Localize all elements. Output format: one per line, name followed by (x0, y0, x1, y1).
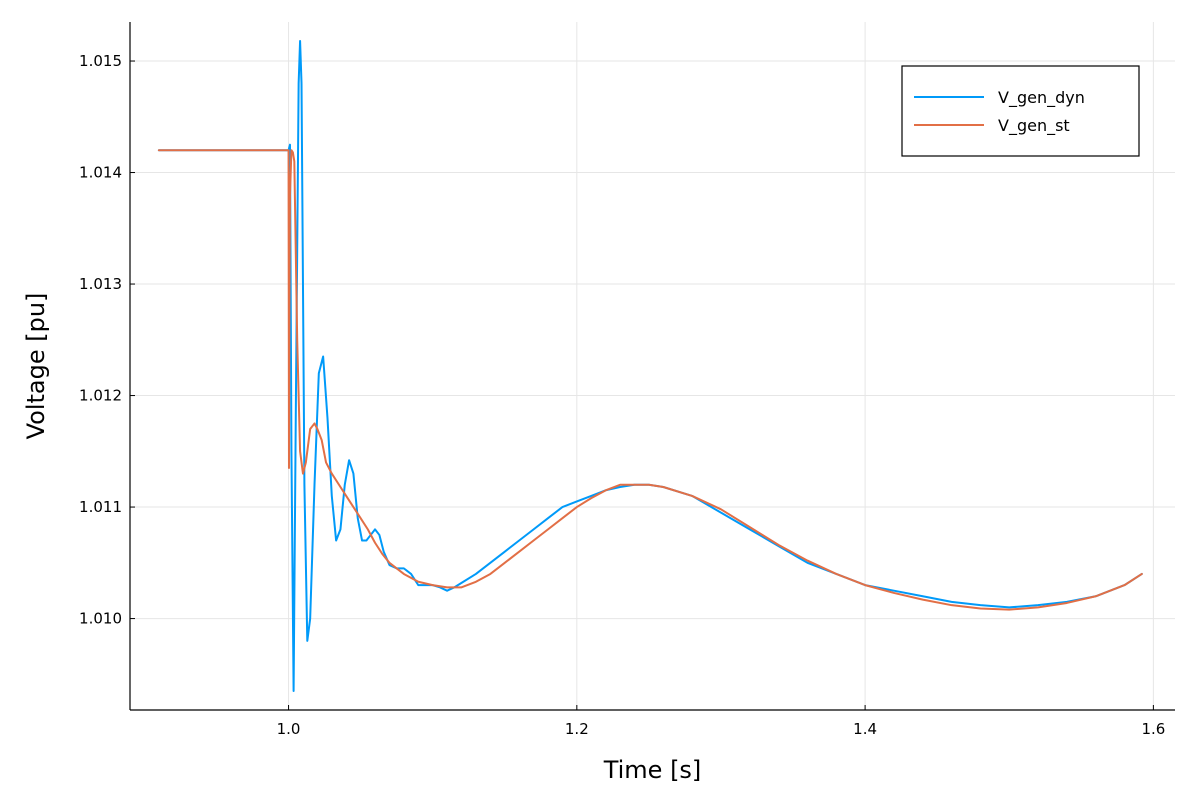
x-tick-label: 1.2 (565, 720, 589, 738)
x-tick-label: 1.0 (277, 720, 301, 738)
legend-label-v-gen-st: V_gen_st (998, 116, 1070, 136)
x-tick-label: 1.6 (1141, 720, 1165, 738)
plot-series (157, 39, 1143, 693)
legend-box (901, 65, 1140, 157)
tick-labels: 1.0 1.2 1.4 1.6 1.010 1.011 1.012 1.013 1.014 1.0… (79, 52, 1165, 738)
y-tick-label: 1.013 (79, 275, 122, 293)
y-tick-label: 1.015 (79, 52, 122, 70)
x-axis-label: Time [s] (603, 756, 702, 784)
y-tick-label: 1.012 (79, 387, 122, 405)
legend-label-v-gen-dyn: V_gen_dyn (998, 88, 1085, 108)
y-tick-label: 1.010 (79, 610, 122, 628)
x-tick-label: 1.4 (853, 720, 877, 738)
y-axis-label: Voltage [pu] (22, 293, 50, 440)
y-tick-label: 1.014 (79, 164, 122, 182)
y-tick-label: 1.011 (79, 498, 122, 516)
axes (129, 22, 1175, 711)
legend: V_gen_dyn V_gen_st (901, 65, 1140, 157)
series-line-v-gen-st (157, 149, 1143, 611)
